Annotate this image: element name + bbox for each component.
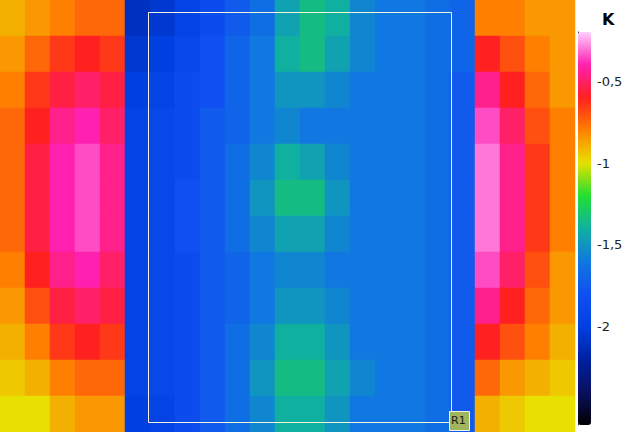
svg-text:-1,5: -1,5: [597, 237, 622, 252]
svg-text:R1: R1: [451, 414, 466, 427]
svg-text:-2: -2: [597, 319, 610, 334]
svg-text:-1: -1: [597, 156, 610, 171]
svg-text:K: K: [602, 10, 615, 29]
svg-text:-0,5: -0,5: [597, 74, 622, 89]
